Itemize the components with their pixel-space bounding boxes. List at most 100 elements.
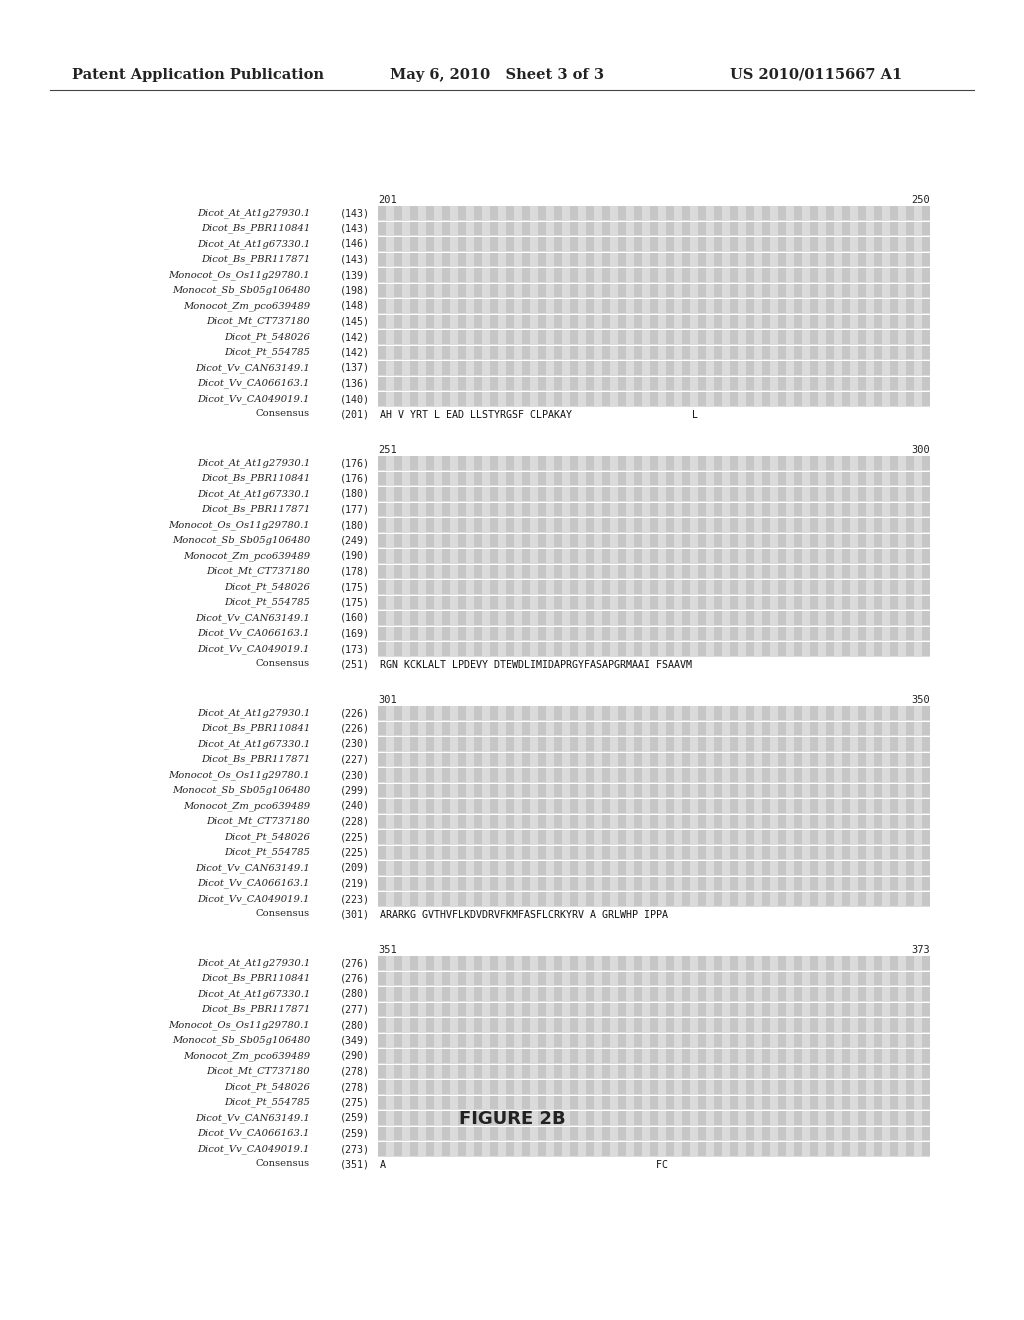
Bar [922, 876, 930, 890]
Bar [506, 972, 514, 985]
Bar [922, 517, 930, 532]
Bar [890, 238, 898, 251]
Bar [810, 814, 818, 828]
Bar [634, 503, 642, 516]
Bar [442, 517, 450, 532]
Bar [570, 642, 578, 656]
Bar [378, 487, 930, 502]
Bar [602, 314, 610, 327]
Bar [538, 314, 546, 327]
Bar [570, 1096, 578, 1109]
Bar [554, 830, 562, 843]
Bar [586, 300, 594, 313]
Bar [586, 830, 594, 843]
Bar [378, 517, 386, 532]
Bar [778, 1018, 786, 1031]
Bar [394, 892, 402, 906]
Bar [698, 892, 706, 906]
Bar [650, 360, 658, 375]
Bar [506, 300, 514, 313]
Bar [506, 471, 514, 484]
Bar [794, 471, 802, 484]
Bar [554, 346, 562, 359]
Bar [602, 1018, 610, 1031]
Bar [506, 1142, 514, 1155]
Bar [602, 549, 610, 562]
Bar [778, 627, 786, 640]
Bar [538, 252, 546, 267]
Bar [650, 784, 658, 797]
Bar [794, 517, 802, 532]
Bar [378, 706, 386, 719]
Bar [874, 752, 882, 766]
Bar [826, 956, 834, 969]
Bar [554, 455, 562, 470]
Bar [410, 595, 418, 609]
Bar [602, 1080, 610, 1093]
Bar [586, 1126, 594, 1140]
Bar [634, 300, 642, 313]
Bar [506, 814, 514, 828]
Bar [794, 206, 802, 219]
Bar [634, 1002, 642, 1016]
Bar [634, 956, 642, 969]
Bar [538, 376, 546, 389]
Bar [826, 799, 834, 813]
Bar [746, 376, 754, 389]
Bar [810, 1002, 818, 1016]
Bar [890, 503, 898, 516]
Bar [762, 517, 770, 532]
Text: (175): (175) [340, 598, 370, 607]
Text: Monocot_Zm_pco639489: Monocot_Zm_pco639489 [183, 1051, 310, 1061]
Bar [474, 876, 482, 890]
Bar [890, 300, 898, 313]
Bar [538, 503, 546, 516]
Bar [506, 784, 514, 797]
Bar [922, 300, 930, 313]
Bar [586, 346, 594, 359]
Bar [666, 1049, 674, 1063]
Bar [394, 392, 402, 405]
Text: (278): (278) [340, 1067, 370, 1077]
Bar [554, 487, 562, 500]
Bar [634, 987, 642, 1001]
Bar [410, 300, 418, 313]
Bar [874, 892, 882, 906]
Bar [474, 642, 482, 656]
Bar [426, 392, 434, 405]
Bar [394, 222, 402, 235]
Bar [522, 987, 530, 1001]
Bar [762, 1111, 770, 1125]
Bar [714, 455, 722, 470]
Bar [650, 1018, 658, 1031]
Bar [618, 533, 626, 546]
Bar [570, 627, 578, 640]
Bar [458, 987, 466, 1001]
Bar [410, 1018, 418, 1031]
Bar [650, 346, 658, 359]
Bar [874, 1018, 882, 1031]
Bar [586, 768, 594, 781]
Bar [554, 972, 562, 985]
Bar [874, 1096, 882, 1109]
Bar [906, 972, 914, 985]
Bar [778, 252, 786, 267]
Bar [410, 455, 418, 470]
Text: (249): (249) [340, 536, 370, 545]
Bar [650, 1111, 658, 1125]
Text: (176): (176) [340, 458, 370, 469]
Bar [650, 517, 658, 532]
Bar [666, 1002, 674, 1016]
Bar [426, 579, 434, 594]
Bar [890, 487, 898, 500]
Bar [506, 956, 514, 969]
Bar [810, 503, 818, 516]
Bar [506, 503, 514, 516]
Bar [506, 238, 514, 251]
Bar [490, 392, 498, 405]
Bar [522, 799, 530, 813]
Bar [522, 533, 530, 546]
Bar [394, 846, 402, 859]
Bar [922, 1111, 930, 1125]
Bar [906, 1080, 914, 1093]
